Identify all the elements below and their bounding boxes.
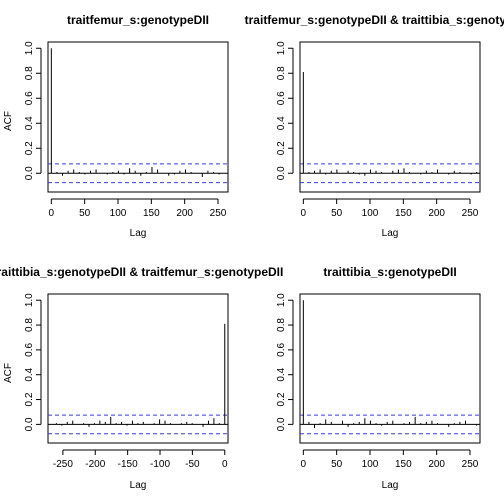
x-tick-label: 0	[301, 208, 307, 219]
panel-tibia-femur-ccf: traittibia_s:genotypeDII & traitfemur_s:…	[0, 265, 283, 491]
x-tick-label: -200	[85, 459, 105, 470]
x-tick-label: 200	[428, 459, 445, 470]
x-tick-label: 0	[222, 459, 228, 470]
y-tick-label: 1.0	[276, 41, 287, 55]
y-axis-label: ACF	[3, 363, 14, 383]
y-tick-label: 0.4	[276, 116, 287, 130]
panel-title: traittibia_s:genotypeDII & traitfemur_s:…	[0, 265, 283, 279]
x-tick-label: 100	[362, 208, 379, 219]
x-tick-label: 100	[110, 208, 127, 219]
x-tick-label: 250	[462, 459, 479, 470]
x-tick-label: -100	[150, 459, 170, 470]
y-tick-label: 0.2	[24, 141, 35, 155]
panel-tibia-acf: traittibia_s:genotypeDII Lag 0 50 100 150 20…	[276, 265, 481, 491]
y-tick-label: 0.6	[276, 342, 287, 356]
y-tick-label: 0.6	[24, 91, 35, 105]
x-tick-label: 50	[79, 208, 91, 219]
x-tick-label: 0	[49, 208, 55, 219]
x-tick-label: 250	[462, 208, 479, 219]
x-tick-label: 150	[143, 208, 160, 219]
panel-femur-tibia-ccf: traitfemur_s:genotypeDII & traittibia_s:…	[245, 13, 504, 239]
y-tick-label: 0.2	[276, 141, 287, 155]
x-tick-label: 250	[210, 208, 227, 219]
plot-frame	[299, 293, 481, 444]
y-tick-label: 1.0	[276, 293, 287, 307]
y-tick-label: 0.6	[24, 342, 35, 356]
plot-frame	[47, 41, 229, 193]
x-tick-label: -50	[185, 459, 200, 470]
y-tick-label: 0.2	[24, 392, 35, 406]
y-axis-label: ACF	[3, 111, 14, 131]
x-axis-label: Lag	[130, 228, 147, 239]
panel-femur-acf: traitfemur_s:genotypeDII Lag ACF 0 50 100 1…	[3, 13, 229, 239]
y-tick-label: 0.4	[276, 367, 287, 381]
y-tick-label: 0.0	[276, 166, 287, 180]
y-tick-label: 1.0	[24, 41, 35, 55]
x-tick-label: 200	[176, 208, 193, 219]
x-tick-label: 150	[395, 208, 412, 219]
x-axis-label: Lag	[130, 480, 147, 491]
plot-frame	[299, 41, 481, 193]
x-tick-label: -250	[53, 459, 73, 470]
x-tick-label: 0	[301, 459, 307, 470]
y-tick-label: 0.6	[276, 91, 287, 105]
x-tick-label: 150	[395, 459, 412, 470]
y-tick-label: 0.0	[24, 417, 35, 431]
y-tick-label: 1.0	[24, 293, 35, 307]
y-tick-label: 0.8	[276, 66, 287, 80]
panel-title: traitfemur_s:genotypeDII & traittibia_s:…	[245, 13, 504, 27]
x-tick-label: 200	[428, 208, 445, 219]
panel-title: traitfemur_s:genotypeDII	[67, 13, 209, 27]
y-tick-label: 0.0	[276, 417, 287, 431]
x-tick-label: 50	[331, 208, 343, 219]
y-tick-label: 0.4	[24, 116, 35, 130]
y-tick-label: 0.2	[276, 392, 287, 406]
x-tick-label: -150	[118, 459, 138, 470]
y-tick-label: 0.4	[24, 367, 35, 381]
x-tick-label: 100	[362, 459, 379, 470]
y-tick-label: 0.8	[24, 66, 35, 80]
x-axis-label: Lag	[382, 480, 399, 491]
x-tick-label: 50	[331, 459, 343, 470]
plot-frame	[47, 293, 229, 444]
y-tick-label: 0.8	[24, 318, 35, 332]
panel-title: traittibia_s:genotypeDII	[323, 265, 456, 279]
y-tick-label: 0.0	[24, 166, 35, 180]
y-tick-label: 0.8	[276, 318, 287, 332]
x-axis-label: Lag	[382, 228, 399, 239]
